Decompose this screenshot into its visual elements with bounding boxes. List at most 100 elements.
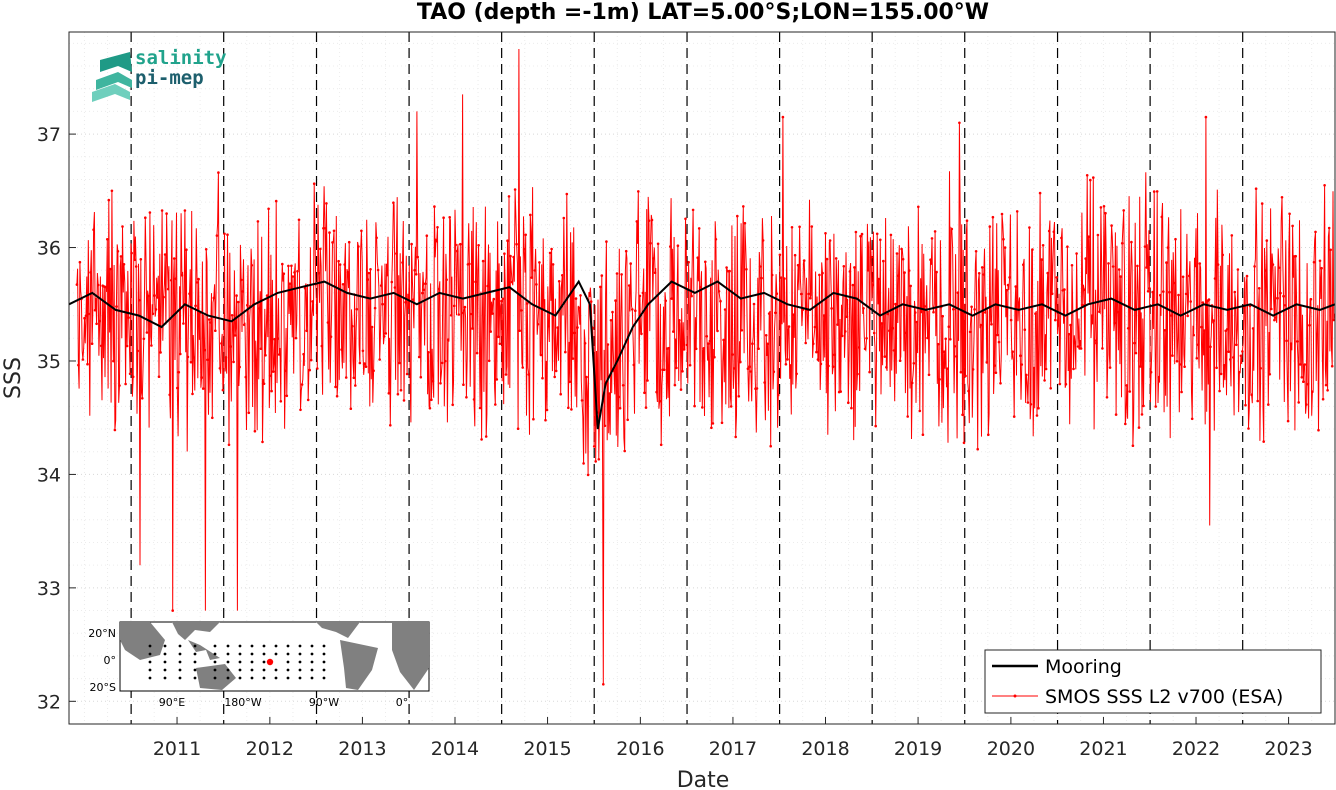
smos-point	[364, 365, 368, 369]
smos-point	[439, 382, 442, 385]
x-tick-label: 2019	[894, 738, 942, 760]
smos-point	[239, 278, 243, 282]
smos-point	[1309, 297, 1313, 301]
smos-point	[901, 257, 905, 261]
smos-point	[1256, 399, 1259, 403]
smos-point	[411, 298, 415, 301]
smos-point	[1054, 318, 1057, 322]
smos-point	[1213, 277, 1217, 280]
smos-point	[379, 284, 383, 287]
smos-point	[592, 445, 596, 448]
smos-point	[895, 252, 899, 255]
smos-point	[357, 245, 360, 248]
smos-point	[1329, 248, 1332, 252]
smos-point	[565, 192, 569, 196]
buoy-dot	[163, 660, 167, 664]
smos-point	[812, 342, 815, 346]
smos-point	[1006, 283, 1010, 287]
smos-point	[128, 372, 132, 376]
smos-point	[1172, 281, 1176, 285]
smos-point	[513, 188, 517, 191]
smos-point	[1200, 325, 1203, 329]
buoy-dot	[310, 676, 314, 680]
smos-point	[787, 325, 791, 328]
smos-point	[949, 338, 952, 341]
smos-point	[372, 369, 375, 373]
smos-point	[399, 388, 403, 392]
smos-point	[1239, 354, 1243, 358]
smos-point	[500, 299, 503, 303]
smos-point	[1312, 260, 1316, 264]
smos-point	[343, 263, 347, 266]
smos-point	[646, 379, 649, 382]
map-lon-label: 0°	[396, 696, 409, 709]
map-lon-label: 90°W	[309, 696, 339, 709]
smos-point	[151, 312, 155, 316]
smos-point	[1289, 342, 1293, 346]
smos-point	[1041, 244, 1045, 247]
smos-point	[571, 357, 575, 360]
smos-point	[504, 373, 508, 376]
smos-point	[264, 354, 267, 357]
buoy-dot	[250, 676, 254, 680]
smos-point	[270, 389, 273, 393]
smos-point	[98, 319, 101, 323]
smos-point	[211, 416, 214, 420]
land-maritime-asia	[188, 640, 220, 660]
smos-point	[434, 238, 438, 242]
smos-point	[1145, 266, 1148, 269]
smos-point	[629, 262, 632, 265]
smos-point	[137, 298, 141, 302]
smos-point	[145, 331, 149, 334]
y-tick-label: 34	[37, 464, 61, 486]
smos-point	[614, 299, 617, 302]
legend-label-mooring: Mooring	[1045, 656, 1122, 678]
smos-point	[930, 237, 934, 240]
smos-point	[606, 343, 610, 346]
buoy-dot	[226, 676, 230, 680]
smos-point	[331, 241, 334, 244]
smos-point	[545, 408, 549, 412]
smos-point	[681, 370, 684, 373]
smos-point	[997, 340, 1001, 344]
smos-point	[303, 286, 307, 290]
smos-point	[1273, 318, 1276, 322]
smos-point	[463, 305, 467, 309]
smos-point	[1181, 275, 1185, 279]
smos-point	[448, 216, 452, 219]
smos-point	[271, 370, 275, 373]
smos-point	[991, 215, 995, 219]
smos-point	[1099, 206, 1103, 209]
smos-point	[532, 417, 535, 421]
smos-point	[1178, 363, 1182, 366]
smos-point	[428, 406, 432, 410]
smos-point	[220, 342, 223, 345]
smos-point	[529, 213, 532, 217]
smos-point	[1318, 259, 1322, 263]
smos-point	[729, 405, 733, 408]
smos-point	[221, 388, 225, 392]
smos-point	[1049, 387, 1052, 390]
legend-marker-smos	[1013, 694, 1017, 698]
smos-point	[556, 326, 559, 329]
smos-point	[521, 366, 524, 369]
smos-point	[1122, 209, 1125, 212]
buoy-dot	[298, 668, 302, 672]
smos-point	[947, 325, 951, 329]
smos-point	[1128, 390, 1132, 393]
smos-point	[469, 312, 473, 316]
smos-point	[1277, 266, 1281, 270]
smos-point	[637, 190, 640, 193]
smos-point	[150, 344, 153, 347]
map-lat-label: 0°	[104, 654, 117, 667]
smos-point	[390, 280, 394, 284]
smos-point	[882, 259, 885, 263]
smos-point	[351, 324, 354, 328]
smos-point	[996, 333, 999, 337]
smos-point	[851, 283, 855, 287]
buoy-dot	[298, 660, 302, 664]
smos-point	[790, 226, 794, 229]
smos-point	[825, 257, 829, 261]
smos-point	[258, 307, 261, 310]
smos-point	[177, 370, 181, 374]
